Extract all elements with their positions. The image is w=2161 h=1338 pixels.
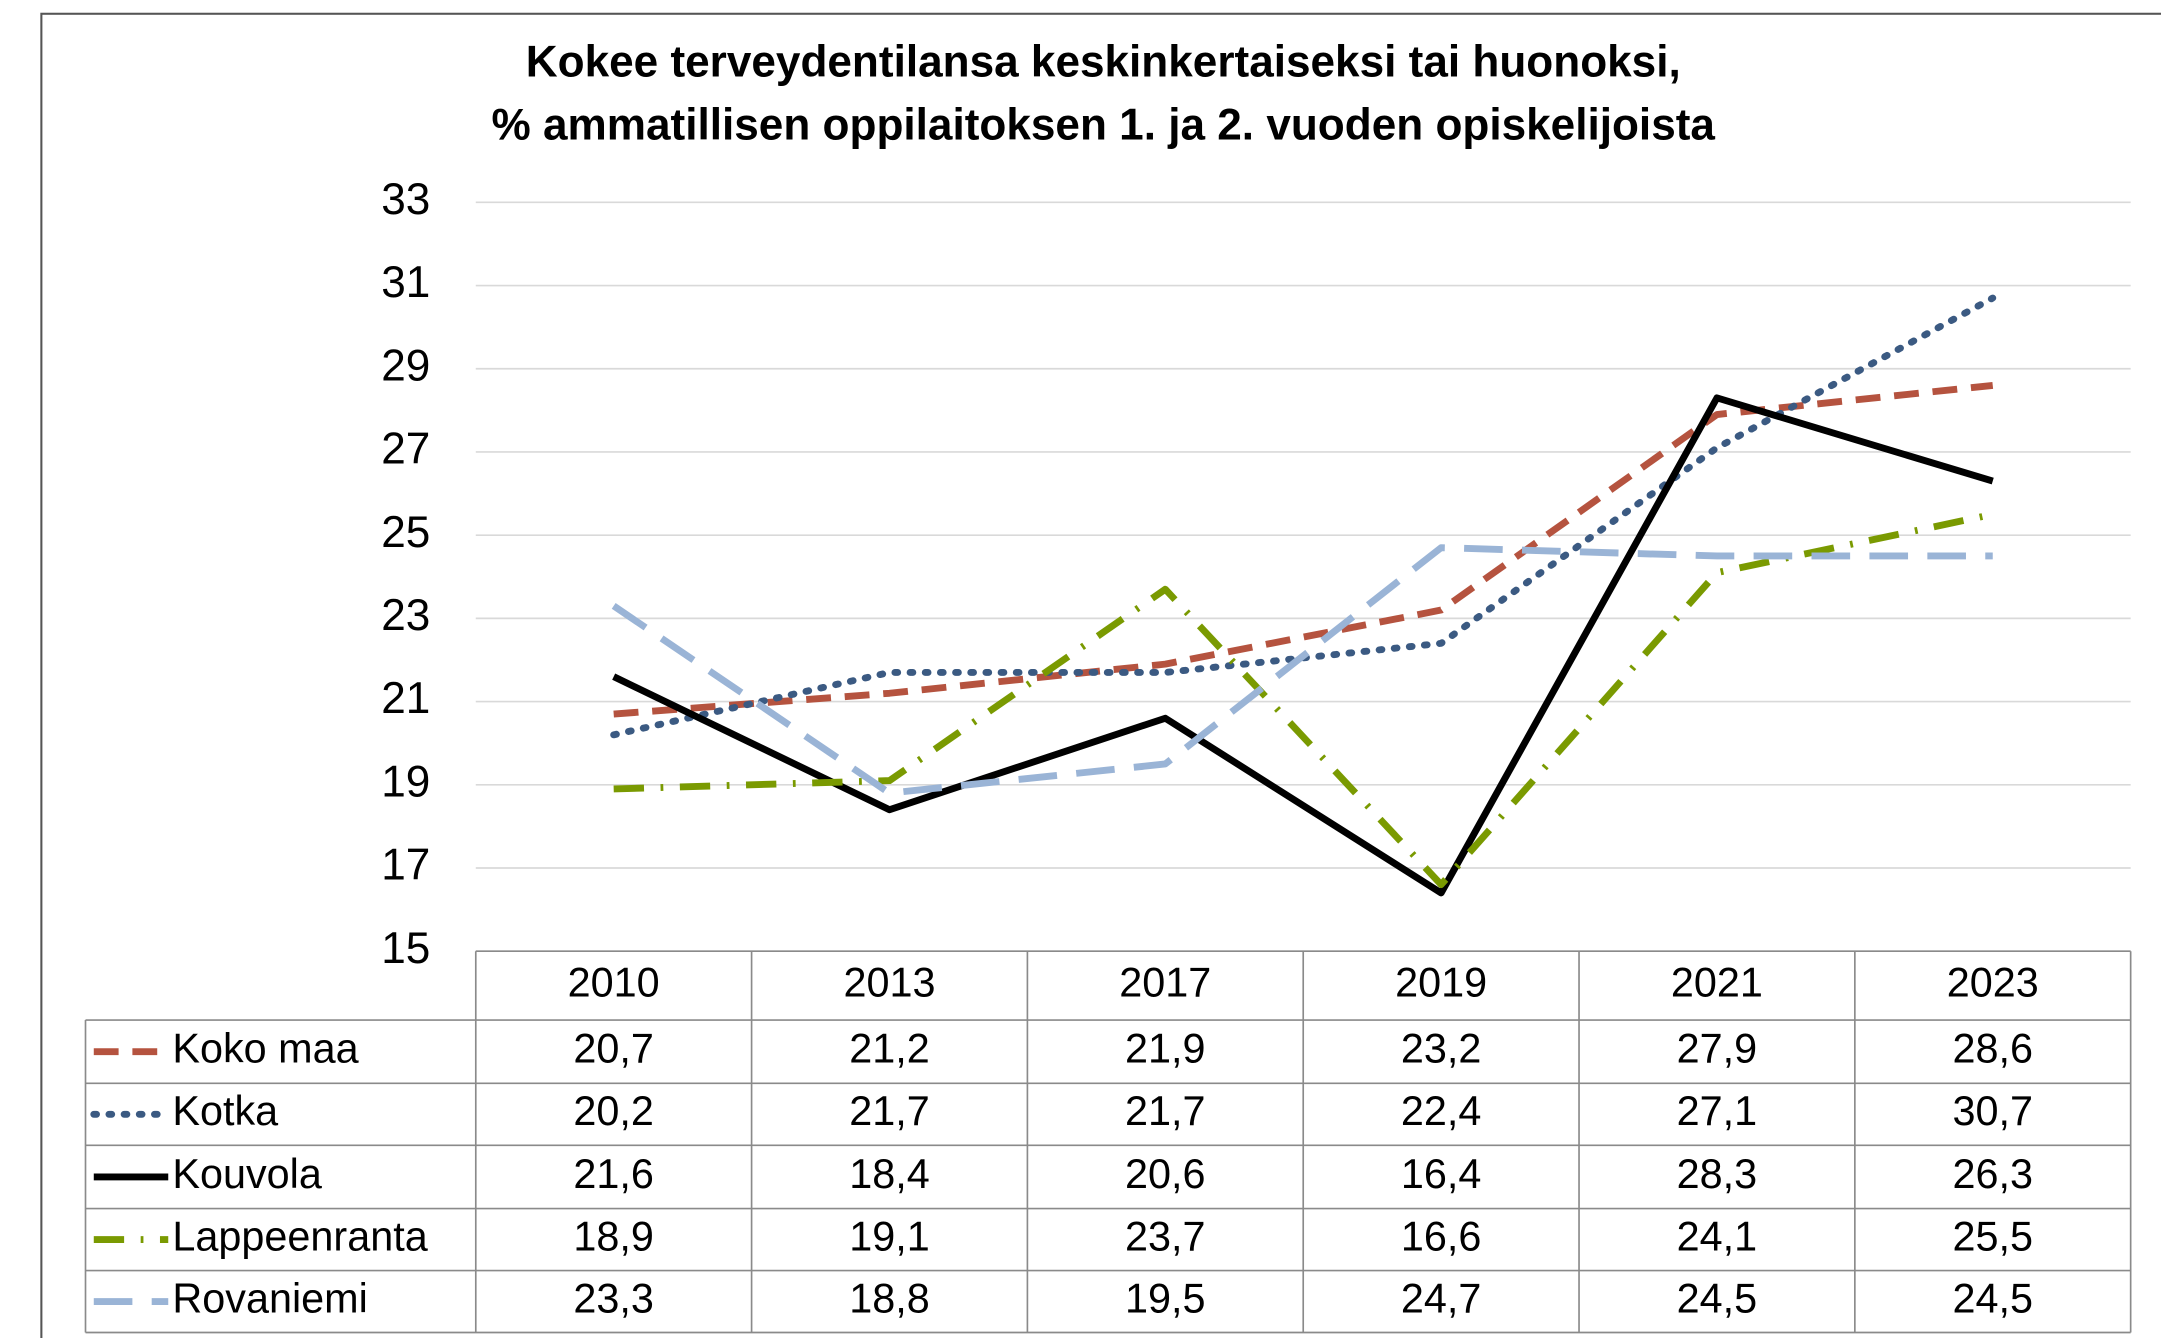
chart-title: Kokee terveydentilansa keskinkertaiseksi… [526,37,1681,86]
data-label: 28,6 [1952,1026,2033,1072]
y-tick-label: 25 [381,508,430,557]
data-label: 18,8 [849,1275,930,1321]
data-label: 30,7 [1952,1088,2033,1134]
data-label: 24,1 [1677,1214,1758,1260]
y-tick-label: 19 [381,757,430,806]
data-label: 19,5 [1125,1275,1206,1321]
y-tick-label: 15 [381,924,430,973]
data-label: 18,9 [573,1214,654,1260]
legend-label: Kouvola [172,1151,322,1197]
data-label: 16,6 [1401,1214,1482,1260]
data-label: 19,1 [849,1214,930,1260]
data-label: 28,3 [1677,1151,1758,1197]
x-tick-label: 2021 [1671,960,1763,1006]
data-label: 20,7 [573,1026,654,1072]
data-label: 24,7 [1401,1275,1482,1321]
data-label: 25,5 [1952,1214,2033,1260]
data-label: 21,2 [849,1026,930,1072]
legend-label: Kotka [172,1088,278,1134]
series-line [613,511,1994,889]
x-tick-label: 2017 [1119,960,1211,1006]
x-tick-label: 2013 [843,960,935,1006]
data-label: 20,6 [1125,1151,1206,1197]
chart-subtitle: % ammatillisen oppilaitoksen 1. ja 2. vu… [492,101,1716,150]
y-tick-label: 29 [381,341,430,390]
legend-label: Rovaniemi [172,1275,367,1321]
y-tick-label: 27 [381,425,430,474]
data-label: 16,4 [1401,1151,1482,1197]
legend-label: Lappeenranta [172,1214,427,1260]
chart-frame [40,12,2161,1338]
data-label: 27,9 [1677,1026,1758,1072]
y-tick-label: 33 [381,175,430,224]
data-label: 21,7 [1125,1088,1206,1134]
data-label: 23,3 [573,1275,654,1321]
series-line [611,544,1993,797]
y-tick-label: 23 [381,591,430,640]
y-tick-label: 31 [381,258,430,307]
data-label: 26,3 [1952,1151,2033,1197]
data-label: 23,2 [1401,1026,1482,1072]
y-tick-label: 21 [381,674,430,723]
data-label: 20,2 [573,1088,654,1134]
data-label: 21,7 [849,1088,930,1134]
series-line [612,394,1994,897]
data-label: 21,9 [1125,1026,1206,1072]
x-tick-label: 2019 [1395,960,1487,1006]
legend-label: Koko maa [172,1026,358,1072]
data-label: 24,5 [1952,1275,2033,1321]
data-label: 24,5 [1677,1275,1758,1321]
data-label: 23,7 [1125,1214,1206,1260]
data-label: 18,4 [849,1151,930,1197]
data-label: 27,1 [1677,1088,1758,1134]
x-tick-label: 2010 [568,960,660,1006]
x-tick-label: 2023 [1947,960,2039,1006]
y-tick-label: 17 [381,841,430,890]
data-label: 21,6 [573,1151,654,1197]
data-label: 22,4 [1401,1088,1482,1134]
